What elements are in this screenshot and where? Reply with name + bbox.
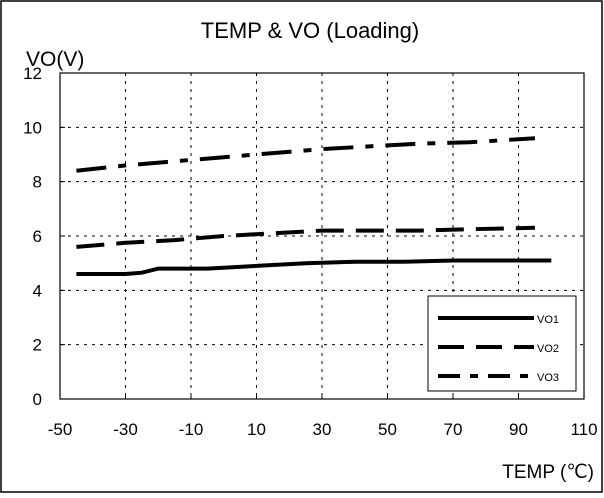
x-tick-label: 30 [313, 420, 332, 439]
x-tick-label: 50 [378, 420, 397, 439]
series-line-vo3 [76, 136, 536, 173]
y-tick-label: 10 [23, 118, 42, 137]
y-tick-label: 12 [23, 64, 42, 83]
y-tick-label: 4 [33, 281, 42, 300]
legend-label-vo3: VO3 [537, 372, 559, 384]
x-tick-label: 10 [247, 420, 266, 439]
legend-label-vo1: VO1 [537, 314, 559, 326]
legend-label-vo2: VO2 [537, 343, 559, 355]
chart-title: TEMP & VO (Loading) [201, 18, 419, 43]
y-tick-label: 8 [33, 173, 42, 192]
legend: VO1 VO2 VO3 [427, 295, 577, 392]
x-tick-label: 110 [570, 420, 597, 439]
x-tick-label: 70 [444, 420, 463, 439]
x-tick-label: 90 [509, 420, 528, 439]
series-line-vo2 [76, 225, 535, 249]
series-line-vo1 [76, 258, 552, 276]
y-axis-label: VO(V) [26, 48, 84, 71]
x-tick-label: -10 [179, 420, 204, 439]
tick-labels: -50 -30 -10 10 30 50 70 90 110 0 2 4 6 8 10 12 [23, 64, 597, 439]
x-axis-label: TEMP (℃) [502, 462, 594, 483]
x-tick-label: -30 [113, 420, 138, 439]
x-tick-label: -50 [48, 420, 73, 439]
y-tick-label: 6 [33, 227, 42, 246]
y-tick-label: 2 [33, 336, 42, 355]
series-layer [76, 136, 552, 276]
y-tick-label: 0 [33, 390, 42, 409]
